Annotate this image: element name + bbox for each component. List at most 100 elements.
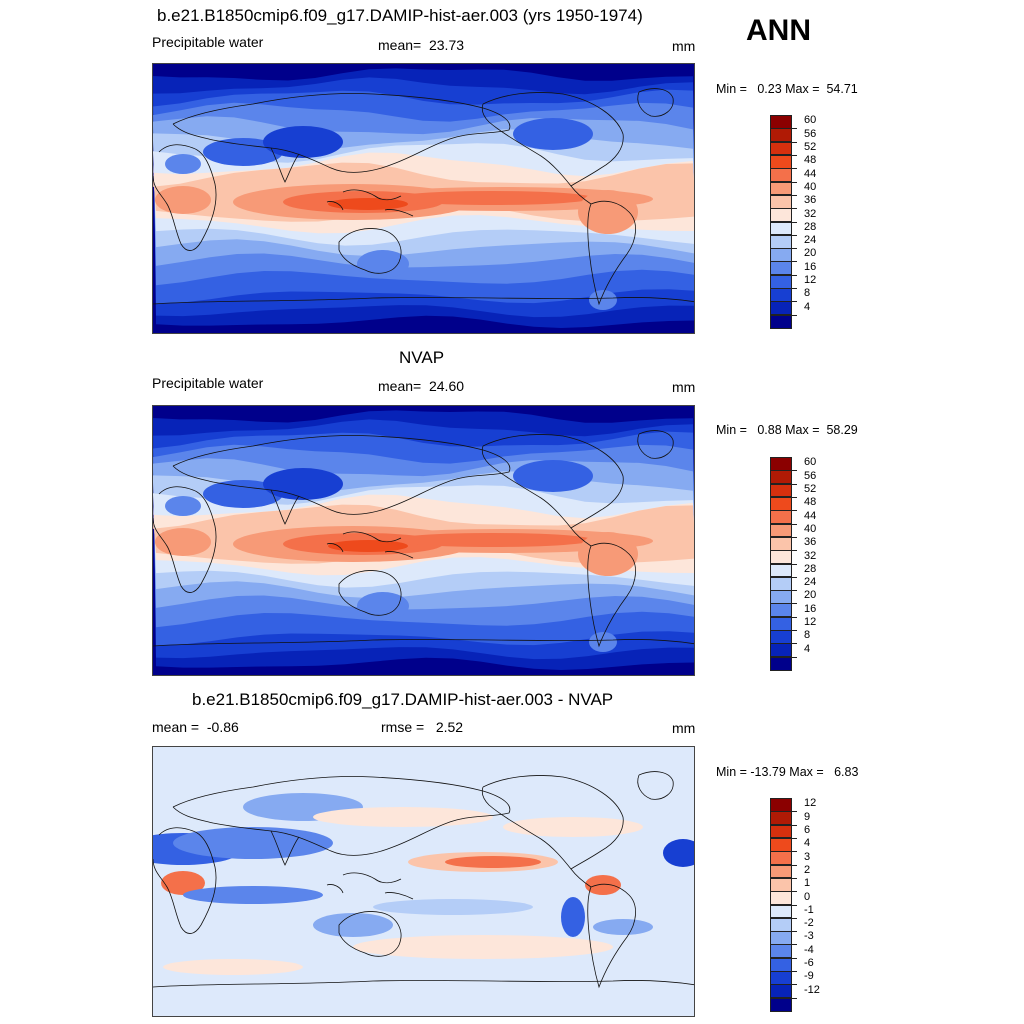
colorbar-tick <box>792 957 797 959</box>
colorbar-tick <box>792 877 797 879</box>
colorbar-tick-label: 20 <box>804 247 817 260</box>
colorbar-swatch <box>770 221 792 236</box>
unit-label: mm <box>672 379 696 395</box>
colorbar-tick-label: 16 <box>804 260 817 273</box>
colorbar-tick-label: -9 <box>804 970 814 983</box>
colorbar-tick <box>792 208 797 210</box>
colorbar-swatch <box>770 470 792 485</box>
colorbar-tick-label: 16 <box>804 602 817 615</box>
colorbar-swatch <box>770 891 792 905</box>
mean-label: mean= 23.73 <box>378 37 465 53</box>
colorbar-tick <box>792 168 797 170</box>
colorbar-swatch <box>770 510 792 525</box>
colorbar-tick <box>792 274 797 276</box>
colorbar-swatch <box>770 168 792 183</box>
variable-label: Precipitable water <box>152 375 264 391</box>
colorbar-tick-label: 48 <box>804 154 817 167</box>
colorbar-swatch <box>770 457 792 471</box>
colorbar-tick <box>792 221 797 223</box>
min-max-label: Min = 0.23 Max = 54.71 <box>716 82 858 96</box>
colorbar-swatch <box>770 314 792 329</box>
colorbar-tick-label: 24 <box>804 234 817 247</box>
colorbar-swatch <box>770 128 792 143</box>
colorbar-tick-label: 12 <box>804 797 817 810</box>
map-plot <box>152 405 695 676</box>
colorbar-tick <box>792 194 797 196</box>
colorbar-tick <box>792 643 797 645</box>
panel-title: b.e21.B1850cmip6.f09_g17.DAMIP-hist-aer.… <box>192 690 614 709</box>
colorbar-tick-label: 36 <box>804 194 817 207</box>
colorbar-tick <box>792 984 797 986</box>
colorbar-swatch <box>770 194 792 209</box>
unit-label: mm <box>672 720 696 736</box>
colorbar-tick-label: 48 <box>804 496 817 509</box>
colorbar-tick <box>792 837 797 839</box>
colorbar-tick-label: 8 <box>804 629 811 642</box>
colorbar-tick-label: 8 <box>804 287 811 300</box>
colorbar-swatch <box>770 944 792 959</box>
colorbar-swatch <box>770 536 792 551</box>
variable-label: Precipitable water <box>152 34 264 50</box>
colorbar-tick-label: 52 <box>804 140 817 153</box>
coastlines <box>153 88 694 306</box>
colorbar-tick <box>792 154 797 156</box>
colorbar-tick <box>792 510 797 512</box>
colorbar-swatch <box>770 904 792 919</box>
colorbar-swatch <box>770 997 792 1012</box>
coastlines <box>153 430 694 648</box>
colorbar-tick-label: 36 <box>804 536 817 549</box>
colorbar-tick-label: 0 <box>804 890 811 903</box>
colorbar-swatch <box>770 643 792 658</box>
colorbar-tick-label: -2 <box>804 917 814 930</box>
colorbar-swatch <box>770 603 792 618</box>
colorbar-tick <box>792 576 797 578</box>
colorbar-tick <box>792 261 797 263</box>
colorbar-tick <box>792 864 797 866</box>
colorbar-tick-label: 12 <box>804 616 817 629</box>
colorbar-swatch <box>770 824 792 839</box>
colorbar-tick-label: 4 <box>804 300 811 313</box>
rmse-label: rmse = 2.52 <box>381 719 464 735</box>
colorbar-swatch <box>770 274 792 289</box>
colorbar-tick-label: 1 <box>804 877 811 890</box>
colorbar-tick <box>792 656 797 658</box>
colorbar-swatch <box>770 931 792 945</box>
colorbar-tick <box>792 630 797 632</box>
colorbar-tick <box>792 496 797 498</box>
colorbar-tick-label: 56 <box>804 469 817 482</box>
colorbar-tick-label: 32 <box>804 549 817 562</box>
mean-label: mean= 24.60 <box>378 378 465 394</box>
colorbar-tick-label: 20 <box>804 589 817 602</box>
colorbar-tick-label: -3 <box>804 930 814 943</box>
colorbar-tick <box>792 971 797 973</box>
colorbar-tick-label: -6 <box>804 957 814 970</box>
colorbar-tick-label: 4 <box>804 642 811 655</box>
colorbar-swatch <box>770 811 792 826</box>
colorbar-swatch <box>770 576 792 591</box>
colorbar-swatch <box>770 656 792 671</box>
colorbar-swatch <box>770 483 792 498</box>
colorbar-swatch <box>770 864 792 879</box>
colorbar-tick <box>792 181 797 183</box>
colorbar-tick <box>792 128 797 130</box>
colorbar-tick <box>792 563 797 565</box>
colorbar-tick <box>792 851 797 853</box>
colorbar-swatch <box>770 630 792 644</box>
colorbar-swatch <box>770 984 792 999</box>
colorbar-tick-label: 6 <box>804 823 811 836</box>
colorbar-tick-label: 56 <box>804 127 817 140</box>
colorbar-swatch <box>770 550 792 564</box>
map-field <box>153 406 694 675</box>
colorbar-swatch <box>770 261 792 276</box>
map-field <box>153 64 694 333</box>
colorbar-tick-label: 2 <box>804 863 811 876</box>
unit-label: mm <box>672 38 696 54</box>
colorbar-tick <box>792 931 797 933</box>
colorbar-swatch <box>770 563 792 578</box>
season-label: ANN <box>746 14 811 47</box>
colorbar-tick <box>792 917 797 919</box>
panel-title: b.e21.B1850cmip6.f09_g17.DAMIP-hist-aer.… <box>157 6 643 25</box>
colorbar-swatch <box>770 798 792 812</box>
colorbar-tick <box>792 616 797 618</box>
colorbar-swatch <box>770 616 792 631</box>
